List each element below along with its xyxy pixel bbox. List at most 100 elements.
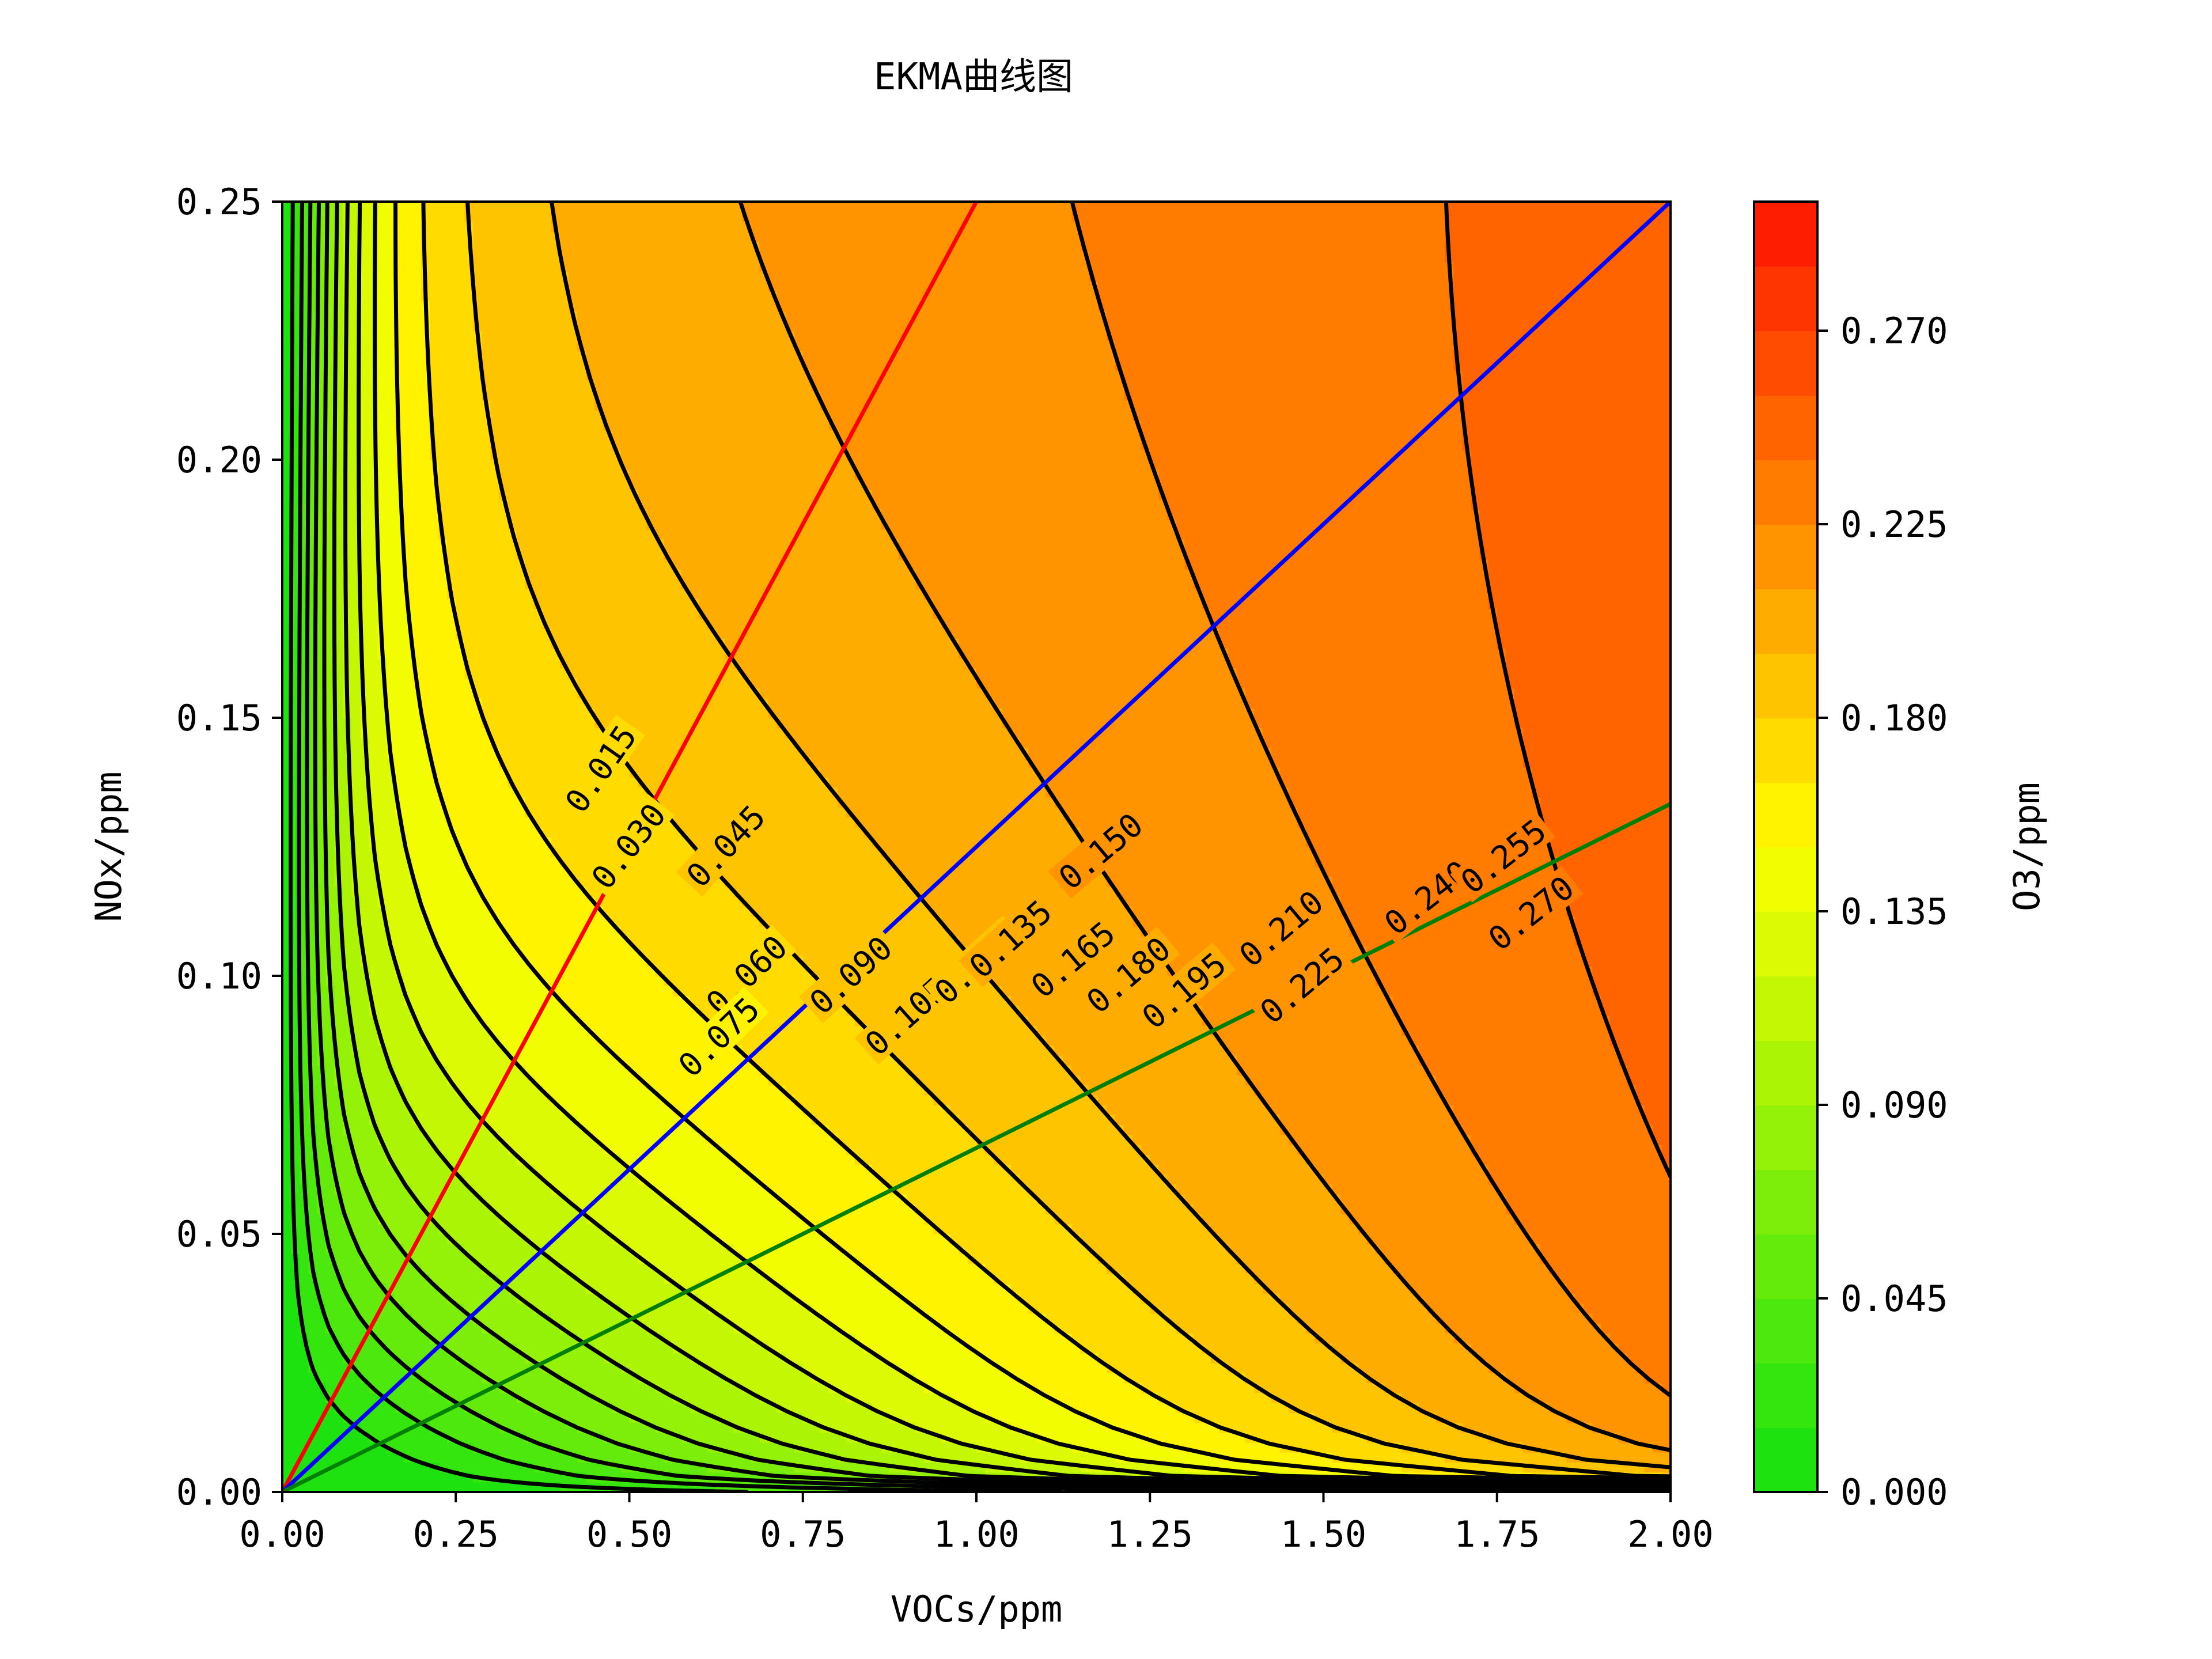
- heatmap-cell: [421, 787, 430, 798]
- heatmap-cell: [404, 916, 413, 927]
- heatmap-cell: [612, 1393, 621, 1403]
- heatmap-cell: [412, 976, 422, 986]
- heatmap-cell: [482, 1065, 491, 1075]
- heatmap-cell: [464, 440, 474, 450]
- heatmap-cell: [473, 926, 482, 937]
- heatmap-cell: [421, 569, 430, 579]
- heatmap-cell: [534, 460, 543, 470]
- heatmap-cell: [352, 1194, 361, 1205]
- heatmap-cell: [586, 1442, 595, 1453]
- heatmap-cell: [517, 1304, 526, 1314]
- heatmap-cell: [369, 1293, 378, 1304]
- heatmap-cell: [412, 1184, 422, 1195]
- heatmap-cell: [551, 1164, 560, 1175]
- heatmap-cell: [412, 956, 422, 967]
- heatmap-cell: [395, 589, 404, 599]
- heatmap-cell: [473, 668, 482, 679]
- heatmap-cell: [473, 1234, 482, 1244]
- heatmap-cell: [603, 469, 612, 480]
- heatmap-cell: [551, 1283, 560, 1294]
- heatmap-cell: [534, 539, 543, 550]
- heatmap-cell: [464, 589, 474, 599]
- heatmap-cell: [543, 1343, 552, 1354]
- heatmap-cell: [534, 390, 543, 400]
- heatmap-cell: [586, 569, 595, 579]
- heatmap-cell: [517, 291, 526, 301]
- heatmap-cell: [438, 281, 448, 291]
- heatmap-cell: [612, 1194, 621, 1205]
- heatmap-cell: [317, 1253, 326, 1264]
- heatmap-cell: [473, 589, 482, 599]
- heatmap-cell: [456, 678, 465, 688]
- heatmap-cell: [612, 946, 621, 956]
- heatmap-cell: [491, 628, 500, 639]
- heatmap-cell: [560, 370, 569, 381]
- heatmap-cell: [430, 718, 439, 728]
- heatmap-cell: [387, 966, 396, 976]
- heatmap-cell: [508, 430, 517, 440]
- heatmap-cell: [577, 1075, 586, 1085]
- heatmap-cell: [473, 837, 482, 847]
- heatmap-cell: [577, 509, 586, 520]
- heatmap-cell: [543, 1274, 552, 1284]
- heatmap-cell: [586, 519, 595, 529]
- heatmap-cell: [447, 370, 456, 381]
- heatmap-cell: [569, 460, 578, 470]
- heatmap-cell: [517, 361, 526, 371]
- heatmap-cell: [404, 311, 413, 321]
- heatmap-cell: [369, 1422, 378, 1433]
- heatmap-cell: [517, 837, 526, 847]
- heatmap-cell: [473, 827, 482, 838]
- heatmap-cell: [560, 737, 569, 748]
- heatmap-cell: [482, 1333, 491, 1343]
- heatmap-cell: [378, 1095, 387, 1105]
- heatmap-cell: [499, 1234, 509, 1244]
- heatmap-cell: [603, 1214, 612, 1225]
- heatmap-cell: [560, 539, 569, 550]
- heatmap-cell: [412, 549, 422, 559]
- heatmap-cell: [395, 688, 404, 698]
- heatmap-cell: [412, 1442, 422, 1453]
- heatmap-cell: [560, 767, 569, 778]
- heatmap-cell: [412, 301, 422, 311]
- heatmap-cell: [421, 777, 430, 787]
- heatmap-cell: [517, 321, 526, 331]
- heatmap-cell: [421, 1145, 430, 1155]
- heatmap-cell: [438, 1442, 448, 1453]
- heatmap-cell: [447, 271, 456, 282]
- heatmap-cell: [569, 410, 578, 421]
- heatmap-cell: [395, 1343, 404, 1354]
- heatmap-cell: [352, 1382, 361, 1393]
- heatmap-cell: [594, 966, 604, 976]
- heatmap-cell: [291, 1422, 300, 1433]
- heatmap-cell: [517, 718, 526, 728]
- heatmap-cell: [447, 887, 456, 897]
- heatmap-cell: [352, 658, 361, 669]
- heatmap-cell: [586, 1184, 595, 1195]
- heatmap-cell: [404, 1274, 413, 1284]
- heatmap-cell: [361, 559, 370, 569]
- heatmap-cell: [508, 202, 517, 212]
- heatmap-cell: [404, 361, 413, 371]
- heatmap-cell: [421, 1244, 430, 1254]
- heatmap-cell: [508, 866, 517, 877]
- heatmap-cell: [491, 708, 500, 718]
- heatmap-cell: [577, 599, 586, 609]
- heatmap-cell: [421, 1393, 430, 1403]
- heatmap-cell: [456, 440, 465, 450]
- heatmap-cell: [508, 797, 517, 808]
- heatmap-cell: [282, 1333, 291, 1343]
- heatmap-cell: [482, 1353, 491, 1363]
- heatmap-cell: [361, 1363, 370, 1373]
- heatmap-cell: [404, 797, 413, 808]
- heatmap-cell: [603, 827, 612, 838]
- heatmap-cell: [447, 519, 456, 529]
- heatmap-cell: [551, 757, 560, 768]
- heatmap-cell: [473, 1214, 482, 1225]
- heatmap-cell: [387, 668, 396, 679]
- heatmap-cell: [603, 966, 612, 976]
- heatmap-cell: [603, 986, 612, 996]
- heatmap-cell: [352, 678, 361, 688]
- heatmap-cell: [577, 827, 586, 838]
- heatmap-cell: [438, 241, 448, 252]
